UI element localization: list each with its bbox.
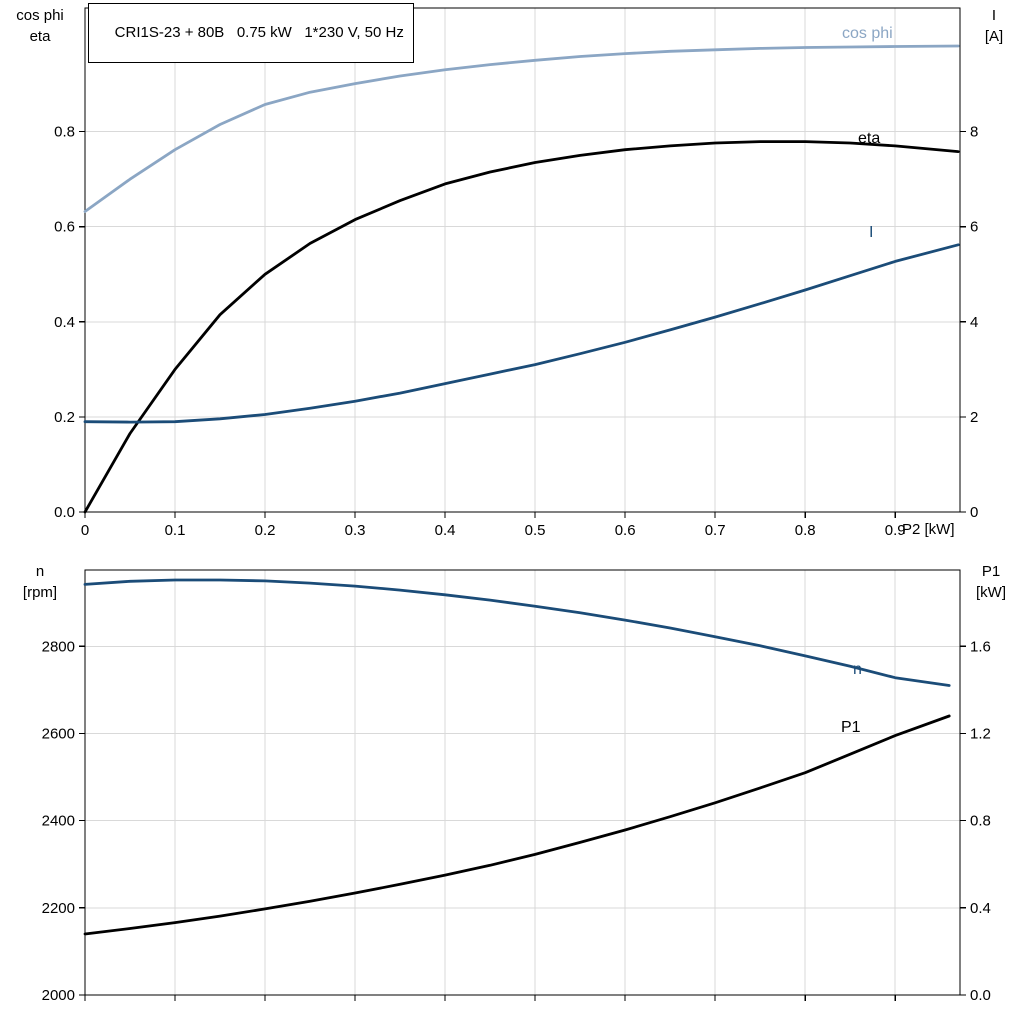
top-left-axis-label: cos phi eta (2, 5, 78, 47)
tick-label-left: 2400 (42, 813, 75, 830)
axis-label-p1: P1 (981, 563, 1001, 580)
curve-i (83, 243, 960, 424)
tick-label-bottom: 0.7 (705, 522, 726, 539)
tick-label-right: 1.2 (970, 725, 991, 742)
curve-label-current: I (869, 224, 874, 241)
tick-label-right: 0 (970, 504, 978, 521)
tick-label-bottom: 0 (81, 522, 89, 539)
tick-label-right: 2 (970, 409, 978, 426)
plot-frame (84, 7, 961, 513)
tick-label-right: 8 (970, 124, 978, 141)
tick-label-bottom: 0.1 (165, 522, 186, 539)
x-axis-label: P2 [kW] (902, 521, 955, 538)
top-right-axis-label: I [A] (968, 5, 1020, 47)
tick-label-bottom: 0.5 (525, 522, 546, 539)
axis-label-speed-unit: [rpm] (22, 584, 58, 601)
axis-label-speed: n (35, 563, 45, 580)
tick-label-right: 1.6 (970, 638, 991, 655)
curve-eta (83, 140, 960, 514)
tick-label-right: 6 (970, 219, 978, 236)
curve-label-p1: P1 (841, 719, 861, 736)
tick-label-left: 0.6 (54, 219, 75, 236)
curve-label-speed: n (853, 661, 862, 678)
bottom-right-axis-label: P1 [kW] (962, 561, 1020, 603)
bottom-left-axis-label: n [rpm] (2, 561, 78, 603)
chart-title-box: CRI1S-23 + 80B 0.75 kW 1*230 V, 50 Hz (88, 3, 414, 63)
tick-label-left: 2000 (42, 987, 75, 1004)
tick-label-right: 0.4 (970, 900, 991, 917)
tick-label-bottom: 0.8 (795, 522, 816, 539)
tick-label-right: 0.8 (970, 813, 991, 830)
axis-label-current-unit: [A] (984, 28, 1004, 45)
tick-label-bottom: 0.6 (615, 522, 636, 539)
axis-label-current: I (991, 7, 997, 24)
tick-label-bottom: 0.2 (255, 522, 276, 539)
axis-label-cos-phi: cos phi (16, 7, 64, 24)
plot-frame (84, 569, 961, 996)
tick-label-left: 2600 (42, 725, 75, 742)
curve-label-eta: eta (858, 130, 881, 147)
tick-label-left: 0.4 (54, 314, 75, 331)
axis-label-eta: eta (29, 28, 51, 45)
tick-label-left: 0.8 (54, 124, 75, 141)
curve-cos-phi (83, 44, 960, 213)
tick-label-bottom: 0.4 (435, 522, 456, 539)
curve-p1 (83, 714, 951, 936)
tick-label-left: 0.0 (54, 504, 75, 521)
tick-label-bottom: 0.9 (885, 522, 906, 539)
tick-label-bottom: 0.3 (345, 522, 366, 539)
tick-label-right: 0.0 (970, 987, 991, 1004)
axis-label-p1-unit: [kW] (976, 584, 1006, 601)
curve-n (83, 578, 951, 687)
curve-label-cos-phi: cos phi (842, 25, 893, 42)
tick-label-left: 0.2 (54, 409, 75, 426)
tick-label-left: 2800 (42, 638, 75, 655)
tick-label-right: 4 (970, 314, 978, 331)
chart-title: CRI1S-23 + 80B 0.75 kW 1*230 V, 50 Hz (114, 24, 404, 41)
tick-label-left: 2200 (42, 900, 75, 917)
